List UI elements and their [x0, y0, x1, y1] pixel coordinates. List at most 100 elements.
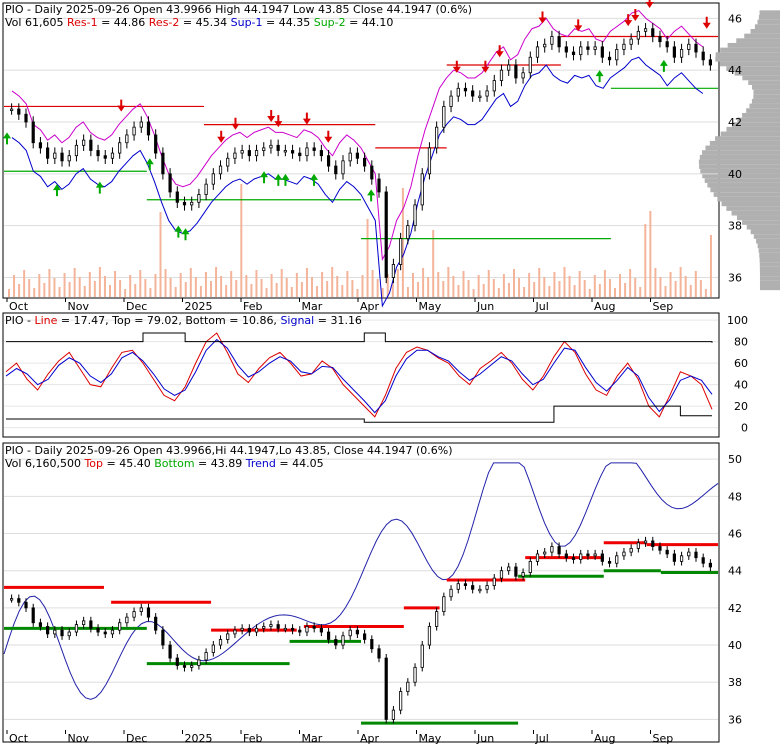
price-bar [579, 46, 583, 56]
volume-profile-bar [721, 201, 780, 207]
y-tick-label: 46 [728, 528, 742, 541]
price-bar [363, 157, 367, 167]
price-bar [636, 542, 640, 549]
trend-line [3, 462, 719, 700]
price-bar [348, 629, 352, 637]
price-bar [550, 546, 554, 553]
volume-bar [8, 289, 10, 297]
volume-bar [220, 276, 223, 297]
volume-bar [386, 274, 389, 297]
volume-bar [679, 267, 682, 297]
price-bar [319, 627, 323, 633]
price-bar [564, 553, 568, 559]
y-tick-label: 44 [728, 565, 742, 578]
price-bar [334, 165, 338, 175]
volume-bar [159, 212, 162, 297]
price-bar [672, 46, 676, 58]
volume-bar [245, 275, 248, 297]
price-bar [507, 64, 511, 71]
volume-bar [634, 278, 637, 297]
volume-bar [250, 284, 253, 297]
price-bar [60, 152, 64, 162]
price-bar [507, 566, 511, 572]
volume-bar [311, 277, 313, 297]
y-tick-label: 48 [728, 490, 742, 503]
volume-profile-bar [717, 196, 780, 202]
volume-bar [275, 283, 278, 297]
price-bar [514, 64, 518, 79]
volume-bar [93, 281, 96, 297]
volume-bar [28, 279, 31, 297]
price-bar [60, 629, 64, 637]
volume-bar [114, 271, 117, 297]
price-bar [643, 28, 648, 32]
price-bar [471, 90, 475, 97]
volume-bar [53, 278, 56, 297]
price-bar [204, 652, 208, 661]
volume-bar [139, 270, 142, 297]
price-bar [283, 150, 287, 153]
volume-bar [427, 277, 430, 297]
price-bar [154, 616, 158, 631]
volume-bar [169, 278, 172, 297]
price-bar [290, 150, 295, 154]
price-bar [46, 626, 50, 635]
price-bar [82, 139, 86, 146]
price-bar [341, 160, 345, 175]
price-bar [492, 80, 496, 92]
price-bar [82, 620, 86, 626]
price-chart-legend: Vol 61,605 Res-1 = 44.86 Res-2 = 45.34 S… [5, 16, 393, 29]
price-bar [96, 627, 100, 633]
price-bar [391, 709, 396, 720]
price-bar [125, 134, 129, 144]
price-bar [103, 155, 107, 159]
volume-bar [346, 271, 349, 297]
price-bar [38, 622, 43, 627]
oscillator-title: PIO - Line = 17.47, Top = 79.02, Bottom … [5, 314, 362, 327]
y-tick-label: 38 [728, 220, 742, 233]
x-tick-label: Aug [594, 300, 615, 313]
price-bar [17, 108, 21, 115]
buy-arrow [181, 228, 190, 241]
price-bar [708, 59, 712, 66]
volume-profile-bar [727, 42, 780, 48]
sell-arrow [495, 45, 504, 58]
volume-bar [513, 269, 515, 297]
volume-profile-bar [713, 192, 780, 197]
price-bar [190, 201, 194, 206]
volume-bar [614, 288, 616, 297]
price-bar [586, 46, 590, 50]
x-tick-label: 2025 [185, 300, 213, 313]
x-tick-label: Sep [653, 732, 674, 745]
price-bar [442, 106, 446, 128]
volume-bar [215, 267, 218, 297]
price-bar [305, 147, 309, 157]
volume-bar [33, 288, 36, 297]
volume-bar [467, 280, 470, 297]
price-bar [89, 139, 93, 151]
volume-profile-bar [734, 70, 780, 76]
price-bar [211, 644, 215, 653]
volume-profile-bar [732, 122, 780, 127]
price-bar [370, 165, 374, 180]
price-bar [182, 665, 187, 668]
x-tick-label: Nov [68, 300, 90, 313]
volume-bar [538, 268, 541, 297]
volume-bar [48, 269, 51, 297]
price-bar [276, 144, 280, 151]
volume-bar [401, 188, 404, 297]
price-bar [118, 622, 122, 631]
trend-curve [3, 462, 719, 700]
price-bar [10, 598, 14, 601]
volume-profile-bar [746, 224, 780, 230]
y-tick-label: 46 [728, 12, 742, 25]
price-bar [67, 631, 71, 637]
price-bar [247, 627, 251, 633]
volume-bar [154, 274, 157, 297]
volume-bar [518, 278, 521, 297]
volume-bar [366, 219, 369, 297]
volume-bar [18, 284, 21, 297]
price-bar [146, 607, 151, 618]
price-bar [579, 553, 583, 560]
volume-bar [477, 275, 480, 297]
